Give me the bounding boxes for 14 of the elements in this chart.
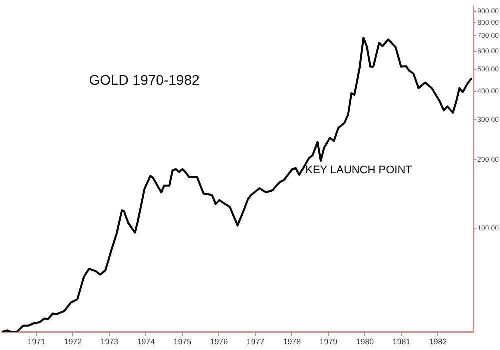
x-tick-label: 1981 bbox=[392, 337, 412, 346]
x-tick-label: 1974 bbox=[137, 337, 156, 346]
x-tick-label: 1979 bbox=[320, 337, 338, 346]
x-tick-label: 1972 bbox=[64, 337, 83, 346]
x-tick-label: 1982 bbox=[429, 337, 448, 346]
x-tick-label: 1975 bbox=[174, 337, 192, 346]
x-tick-label: 1980 bbox=[356, 337, 375, 346]
x-tick-label: 1973 bbox=[100, 337, 120, 346]
text: GOLD 1970-1982 bbox=[89, 72, 200, 88]
x-tick-label: 1977 bbox=[246, 337, 266, 346]
annotation: KEY LAUNCH POINT bbox=[306, 164, 413, 177]
x-tick-label: 1976 bbox=[210, 337, 229, 346]
x-tick-label: 1978 bbox=[283, 337, 302, 346]
x-tick-label: 1971 bbox=[28, 337, 46, 346]
